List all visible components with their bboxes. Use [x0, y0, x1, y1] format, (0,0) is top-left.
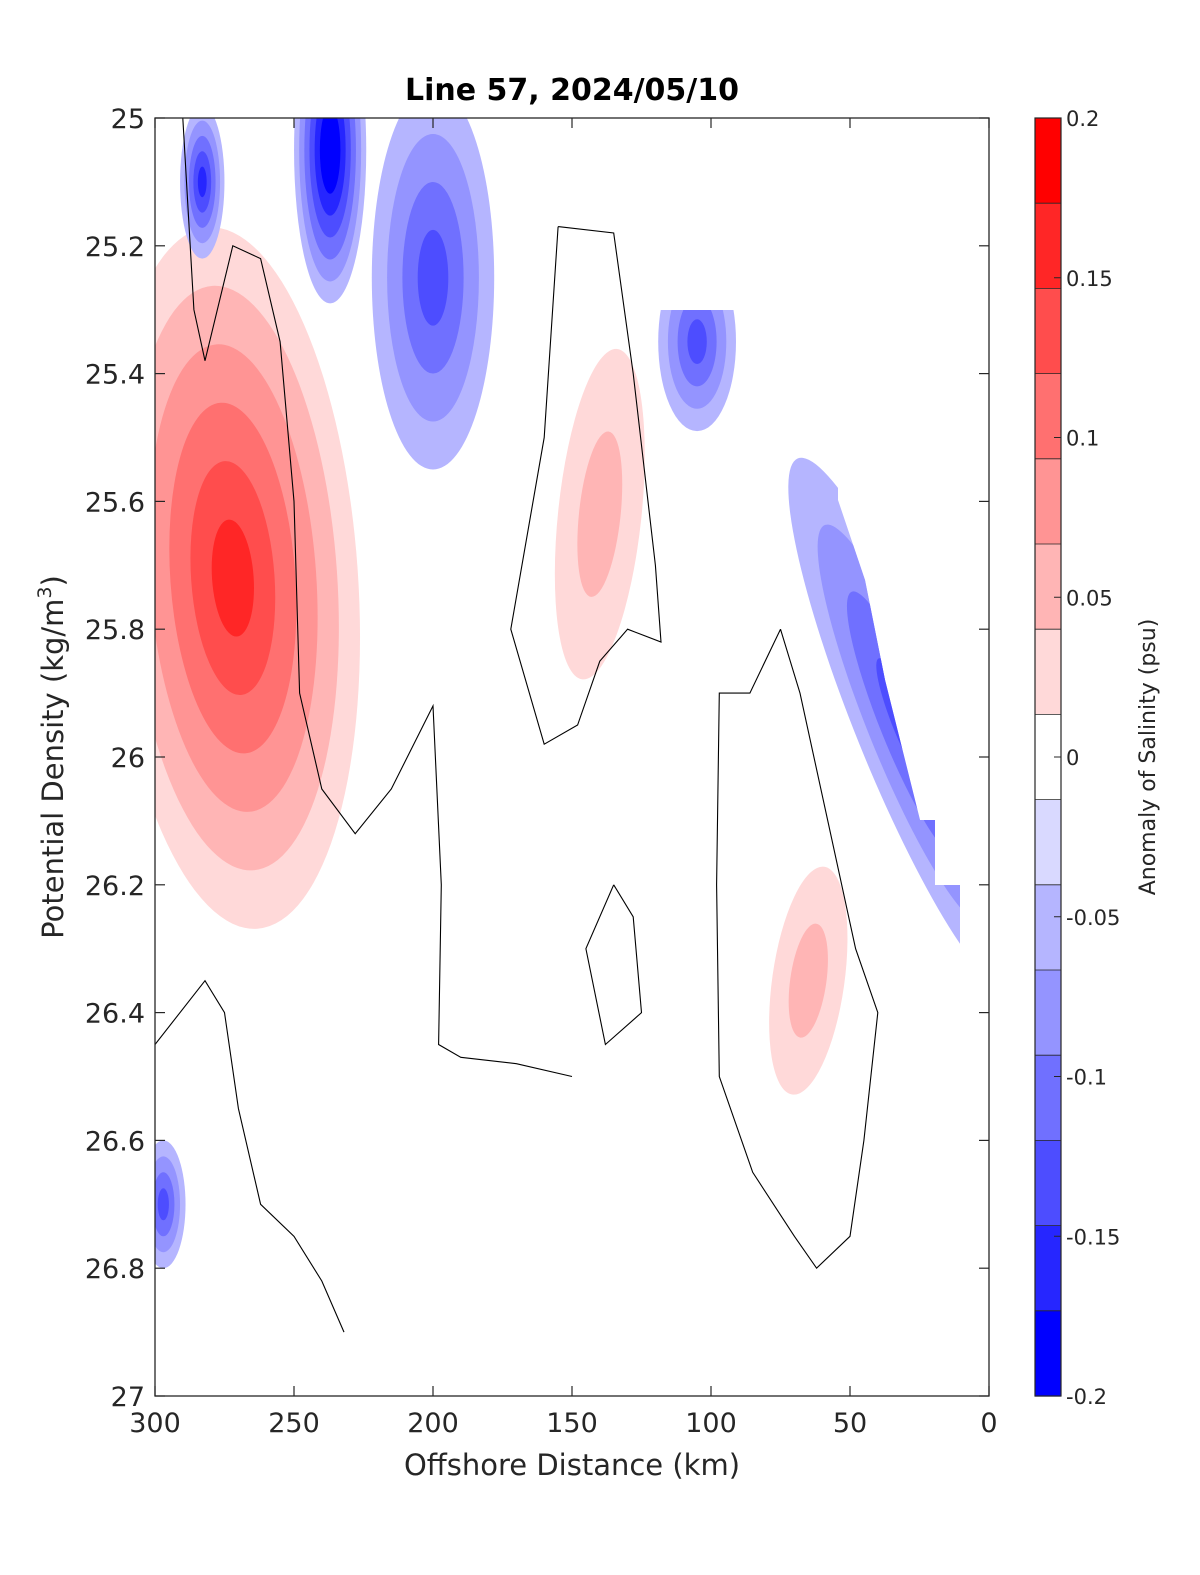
colorbar-label: Anomaly of Salinity (psu)	[1136, 619, 1161, 896]
y-tick-label: 25.2	[85, 232, 145, 263]
chart-title: Line 57, 2024/05/10	[405, 73, 739, 108]
colorbar-tick-label: 0	[1066, 746, 1079, 770]
colorbar-segment	[1035, 118, 1061, 204]
y-tick-label: 27	[111, 1382, 145, 1413]
colorbar-segment	[1035, 1055, 1061, 1141]
x-tick-label: 100	[685, 1408, 737, 1439]
zero-contour-line	[585, 884, 643, 1046]
y-axis-label-superscript: 3	[34, 586, 56, 598]
y-tick-label: 26.8	[85, 1254, 145, 1285]
y-tick-label: 26	[111, 743, 145, 774]
x-tick-label: 250	[268, 1408, 320, 1439]
contour-band-negative	[157, 1188, 169, 1221]
y-axis-ticks: 25 25.2 25.4 25.6 25.8 26 26.2 26.4 26.6 26.8 27	[85, 104, 989, 1413]
x-tick-label: 300	[129, 1408, 181, 1439]
colorbar-segment	[1035, 1225, 1061, 1312]
contour-band-negative	[197, 166, 207, 198]
zero-contour-line	[182, 118, 573, 1078]
x-axis-label: Offshore Distance (km)	[404, 1448, 740, 1482]
contour-band-negative	[324, 128, 336, 172]
colorbar-segment	[1035, 1140, 1061, 1227]
colorbar-segment	[1035, 1310, 1061, 1397]
zero-contour-line	[510, 226, 662, 746]
colorbar-tick-label: 0.2	[1066, 107, 1099, 131]
colorbar-tick-label: -0.15	[1066, 1225, 1120, 1249]
zero-contour-line	[155, 979, 345, 1333]
x-tick-label: 150	[546, 1408, 598, 1439]
contour-band-positive	[577, 431, 623, 597]
zero-contour-line	[716, 628, 879, 1270]
colorbar-tick-label: -0.2	[1066, 1385, 1107, 1409]
colorbar-segment	[1035, 799, 1061, 886]
colorbar-tick-label: 0.1	[1066, 427, 1099, 451]
colorbar-segment	[1035, 203, 1061, 289]
y-tick-label: 26.4	[85, 999, 145, 1030]
colorbar-tick-label: 0.15	[1066, 267, 1113, 291]
x-tick-label: 0	[980, 1408, 997, 1439]
y-axis-label-main: Potential Density (kg/m	[36, 599, 70, 939]
y-tick-label: 26.6	[85, 1126, 145, 1157]
contour-band-positive	[211, 519, 254, 637]
colorbar-tick-label: -0.05	[1066, 906, 1120, 930]
colorbar-tick-label: -0.1	[1066, 1066, 1107, 1090]
plot-area: 300 250 200 150 100 50 0 2525.225.425.625.8262…	[85, 104, 998, 1439]
colorbar: 0.2 0.15 0.1 0.05 0 -0.05 -0.1 -0.15 -0.2	[1034, 107, 1120, 1409]
y-tick-label: 25	[111, 104, 145, 135]
contour-band-negative	[687, 319, 707, 365]
contour-band-positive	[788, 923, 828, 1038]
x-tick-label: 200	[407, 1408, 459, 1439]
y-tick-label: 25.8	[85, 615, 145, 646]
y-axis-label: Potential Density (kg/m3)	[34, 575, 70, 939]
colorbar-segment	[1035, 629, 1061, 715]
y-axis-label-close: )	[36, 575, 70, 586]
colorbar-segment	[1035, 373, 1061, 460]
colorbar-segment	[1035, 970, 1061, 1056]
y-tick-label: 25.6	[85, 487, 145, 518]
colorbar-segment	[1035, 288, 1061, 375]
contour-band-negative	[417, 229, 449, 326]
zero-contour-lines	[155, 118, 879, 1333]
colorbar-tick-label: 0.05	[1066, 586, 1113, 610]
x-axis-ticks: 300 250 200 150 100 50 0	[129, 118, 998, 1439]
colorbar-segment	[1035, 544, 1061, 630]
colorbar-segment	[1035, 884, 1061, 971]
colorbar-segment	[1035, 458, 1061, 545]
y-tick-label: 25.4	[85, 360, 145, 391]
y-tick-label: 26.2	[85, 871, 145, 902]
x-tick-label: 50	[833, 1408, 867, 1439]
